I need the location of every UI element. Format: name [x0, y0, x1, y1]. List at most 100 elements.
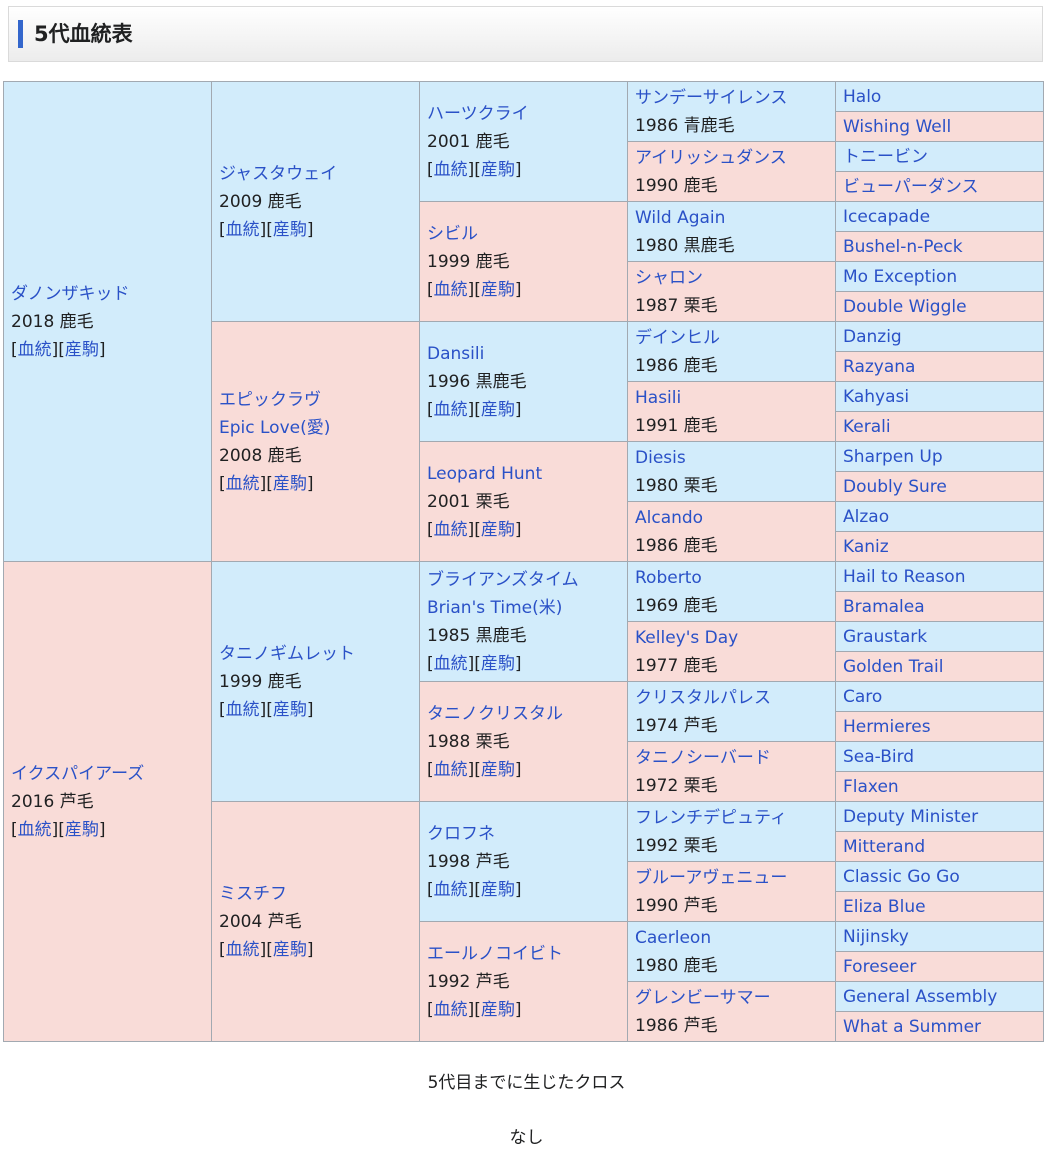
- horse-name-link[interactable]: Eliza Blue: [843, 896, 926, 917]
- offspring-link[interactable]: 産駒: [272, 939, 307, 960]
- horse-name-link[interactable]: タニノシーバード: [635, 747, 771, 768]
- pedigree-link[interactable]: 血統: [17, 819, 52, 840]
- horse-name-link[interactable]: デインヒル: [635, 327, 720, 348]
- horse-name-link[interactable]: Hail to Reason: [843, 566, 966, 587]
- horse-name-link[interactable]: Kahyasi: [843, 386, 910, 407]
- horse-name-link[interactable]: ダノンザキッド: [11, 283, 130, 304]
- pedigree-link[interactable]: 血統: [433, 519, 468, 540]
- horse-name-link[interactable]: Caerleon: [635, 927, 712, 948]
- horse-name-link[interactable]: ブライアンズタイム: [427, 569, 579, 590]
- horse-name-link[interactable]: Golden Trail: [843, 656, 944, 677]
- offspring-link[interactable]: 産駒: [64, 819, 99, 840]
- gen5-horse-cell: Deputy Minister: [835, 801, 1044, 832]
- pedigree-link[interactable]: 血統: [433, 653, 468, 674]
- horse-name-link[interactable]: Sea-Bird: [843, 746, 915, 767]
- pedigree-link[interactable]: 血統: [433, 279, 468, 300]
- horse-name-link[interactable]: Wild Again: [635, 207, 726, 228]
- horse-name-link[interactable]: タニノギムレット: [219, 643, 355, 664]
- horse-name-link[interactable]: ハーツクライ: [427, 103, 529, 124]
- offspring-link[interactable]: 産駒: [272, 473, 307, 494]
- horse-name-link[interactable]: Flaxen: [843, 776, 899, 797]
- pedigree-link[interactable]: 血統: [17, 339, 52, 360]
- pedigree-row: What a Summer: [4, 1011, 1044, 1042]
- horse-name-link[interactable]: Mitterand: [843, 836, 926, 857]
- pedigree-link[interactable]: 血統: [225, 473, 260, 494]
- horse-name-link[interactable]: シビル: [427, 223, 478, 244]
- offspring-link[interactable]: 産駒: [64, 339, 99, 360]
- horse-year-color: 1990 芦毛: [635, 895, 718, 916]
- horse-name-link[interactable]: Razyana: [843, 356, 916, 377]
- horse-name-link[interactable]: Leopard Hunt: [427, 463, 543, 484]
- horse-name-link[interactable]: Deputy Minister: [843, 806, 979, 827]
- horse-name-link[interactable]: Kaniz: [843, 536, 889, 557]
- horse-name-link[interactable]: アイリッシュダンス: [635, 147, 787, 168]
- offspring-link[interactable]: 産駒: [480, 399, 515, 420]
- horse-name-link[interactable]: Roberto: [635, 567, 702, 588]
- horse-name-link[interactable]: Bramalea: [843, 596, 925, 617]
- horse-name-link[interactable]: エピックラヴ: [219, 389, 321, 410]
- gen5-horse-cell: Alzao: [835, 501, 1044, 532]
- horse-name-link[interactable]: Doubly Sure: [843, 476, 947, 497]
- horse-name-link[interactable]: Wishing Well: [843, 116, 952, 137]
- horse-foreign-name-link[interactable]: Brian's Time(米): [427, 597, 563, 618]
- horse-name-link[interactable]: Mo Exception: [843, 266, 958, 287]
- offspring-link[interactable]: 産駒: [480, 999, 515, 1020]
- horse-name-link[interactable]: What a Summer: [843, 1016, 982, 1037]
- horse-name-link[interactable]: Dansili: [427, 343, 485, 364]
- horse-name-link[interactable]: Halo: [843, 86, 882, 107]
- offspring-link[interactable]: 産駒: [272, 219, 307, 240]
- horse-name-link[interactable]: フレンチデピュティ: [635, 807, 787, 828]
- horse-name-link[interactable]: Bushel-n-Peck: [843, 236, 963, 257]
- horse-name-link[interactable]: Foreseer: [843, 956, 917, 977]
- horse-name-link[interactable]: Icecapade: [843, 206, 931, 227]
- pedigree-link[interactable]: 血統: [225, 219, 260, 240]
- horse-name-link[interactable]: Nijinsky: [843, 926, 909, 947]
- horse-name-link[interactable]: Classic Go Go: [843, 866, 960, 887]
- horse-name-link[interactable]: エールノコイビト: [427, 943, 563, 964]
- horse-name-link[interactable]: General Assembly: [843, 986, 998, 1007]
- horse-name-link[interactable]: Diesis: [635, 447, 686, 468]
- horse-name-link[interactable]: シャロン: [635, 267, 703, 288]
- horse-name-link[interactable]: クロフネ: [427, 823, 495, 844]
- horse-name-link[interactable]: サンデーサイレンス: [635, 87, 788, 108]
- horse-name-link[interactable]: Graustark: [843, 626, 928, 647]
- horse-name-link[interactable]: Kerali: [843, 416, 891, 437]
- offspring-link[interactable]: 産駒: [480, 759, 515, 780]
- horse-name-link[interactable]: Hasili: [635, 387, 682, 408]
- offspring-link[interactable]: 産駒: [480, 653, 515, 674]
- horse-name-link[interactable]: イクスパイアーズ: [11, 763, 145, 784]
- horse-name-link[interactable]: Hermieres: [843, 716, 931, 737]
- horse-foreign-name-link[interactable]: Epic Love(愛): [219, 417, 331, 438]
- gen1-horse-cell: ダノンザキッド 2018 鹿毛 [血統][産駒]: [3, 81, 212, 562]
- horse-name-link[interactable]: Double Wiggle: [843, 296, 967, 317]
- horse-name-link[interactable]: ミスチフ: [219, 883, 287, 904]
- horse-name-link[interactable]: ビューパーダンス: [843, 176, 979, 197]
- offspring-link[interactable]: 産駒: [480, 519, 515, 540]
- gen5-horse-cell: Doubly Sure: [835, 471, 1044, 502]
- horse-name-link[interactable]: Danzig: [843, 326, 902, 347]
- horse-name-link[interactable]: ブルーアヴェニュー: [635, 867, 788, 888]
- offspring-link[interactable]: 産駒: [272, 699, 307, 720]
- horse-name-link[interactable]: ジャスタウェイ: [219, 163, 338, 184]
- pedigree-link[interactable]: 血統: [433, 999, 468, 1020]
- pedigree-link[interactable]: 血統: [433, 879, 468, 900]
- gen5-horse-cell: Sharpen Up: [835, 441, 1044, 472]
- horse-name-link[interactable]: Caro: [843, 686, 883, 707]
- pedigree-link[interactable]: 血統: [225, 939, 260, 960]
- pedigree-link[interactable]: 血統: [433, 159, 468, 180]
- pedigree-link[interactable]: 血統: [433, 399, 468, 420]
- horse-name-link[interactable]: トニービン: [843, 146, 928, 167]
- pedigree-link[interactable]: 血統: [433, 759, 468, 780]
- horse-name-link[interactable]: クリスタルパレス: [635, 687, 771, 708]
- horse-name-link[interactable]: タニノクリスタル: [427, 703, 563, 724]
- offspring-link[interactable]: 産駒: [480, 159, 515, 180]
- offspring-link[interactable]: 産駒: [480, 279, 515, 300]
- horse-name-link[interactable]: Sharpen Up: [843, 446, 943, 467]
- horse-name-link[interactable]: Alcando: [635, 507, 704, 528]
- pedigree-link[interactable]: 血統: [225, 699, 260, 720]
- horse-name-link[interactable]: グレンビーサマー: [635, 987, 771, 1008]
- horse-name-link[interactable]: Alzao: [843, 506, 890, 527]
- pedigree-row: ミスチフ 2004 芦毛 [血統][産駒] クロフネ 1998 芦毛 [血統][産駒] フレ…: [4, 801, 1044, 1042]
- horse-name-link[interactable]: Kelley's Day: [635, 627, 739, 648]
- offspring-link[interactable]: 産駒: [480, 879, 515, 900]
